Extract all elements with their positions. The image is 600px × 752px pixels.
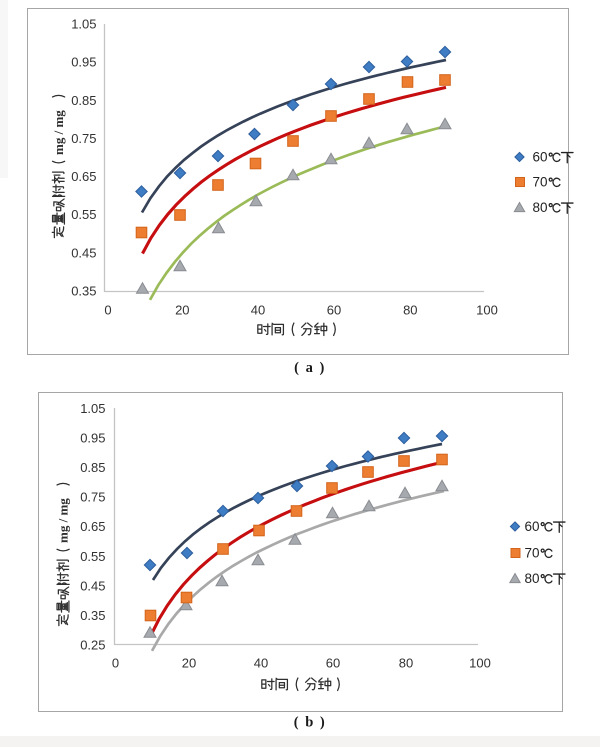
svg-text:0.45: 0.45	[80, 578, 105, 593]
svg-text:0.95: 0.95	[80, 431, 105, 446]
svg-text:0.95: 0.95	[71, 55, 96, 70]
svg-text:0.65: 0.65	[80, 519, 105, 534]
svg-text:1.05: 1.05	[71, 17, 96, 32]
svg-text:60: 60	[327, 303, 341, 318]
svg-text:40: 40	[251, 303, 265, 318]
svg-text:60: 60	[533, 150, 548, 165]
svg-text:mg / mg: mg / mg	[51, 110, 66, 155]
svg-text:70: 70	[525, 546, 540, 561]
svg-text:( b ): ( b )	[294, 715, 326, 731]
svg-text:1.05: 1.05	[80, 401, 105, 416]
svg-text:60: 60	[326, 656, 340, 671]
svg-text:40: 40	[254, 656, 268, 671]
svg-text:80: 80	[403, 303, 417, 318]
svg-text:20: 20	[182, 656, 196, 671]
svg-text:0.35: 0.35	[71, 284, 96, 299]
svg-text:0.75: 0.75	[71, 131, 96, 146]
svg-text:80: 80	[399, 656, 413, 671]
svg-text:( a ): ( a )	[294, 360, 326, 376]
svg-text:mg / mg: mg / mg	[56, 498, 71, 543]
svg-text:0.65: 0.65	[71, 169, 96, 184]
svg-text:100: 100	[469, 656, 491, 671]
svg-text:80: 80	[533, 200, 548, 215]
svg-text:80: 80	[525, 571, 540, 586]
svg-text:0.55: 0.55	[80, 549, 105, 564]
svg-text:0: 0	[112, 656, 119, 671]
svg-text:70: 70	[533, 175, 548, 190]
svg-text:60: 60	[525, 519, 540, 534]
svg-text:0.25: 0.25	[80, 638, 105, 653]
svg-text:0.75: 0.75	[80, 490, 105, 505]
svg-text:0.45: 0.45	[71, 246, 96, 261]
svg-text:0.85: 0.85	[80, 460, 105, 475]
svg-text:0: 0	[104, 303, 111, 318]
svg-text:0.55: 0.55	[71, 207, 96, 222]
svg-text:0.85: 0.85	[71, 93, 96, 108]
svg-text:20: 20	[175, 303, 189, 318]
svg-text:100: 100	[476, 303, 498, 318]
svg-text:0.35: 0.35	[80, 608, 105, 623]
